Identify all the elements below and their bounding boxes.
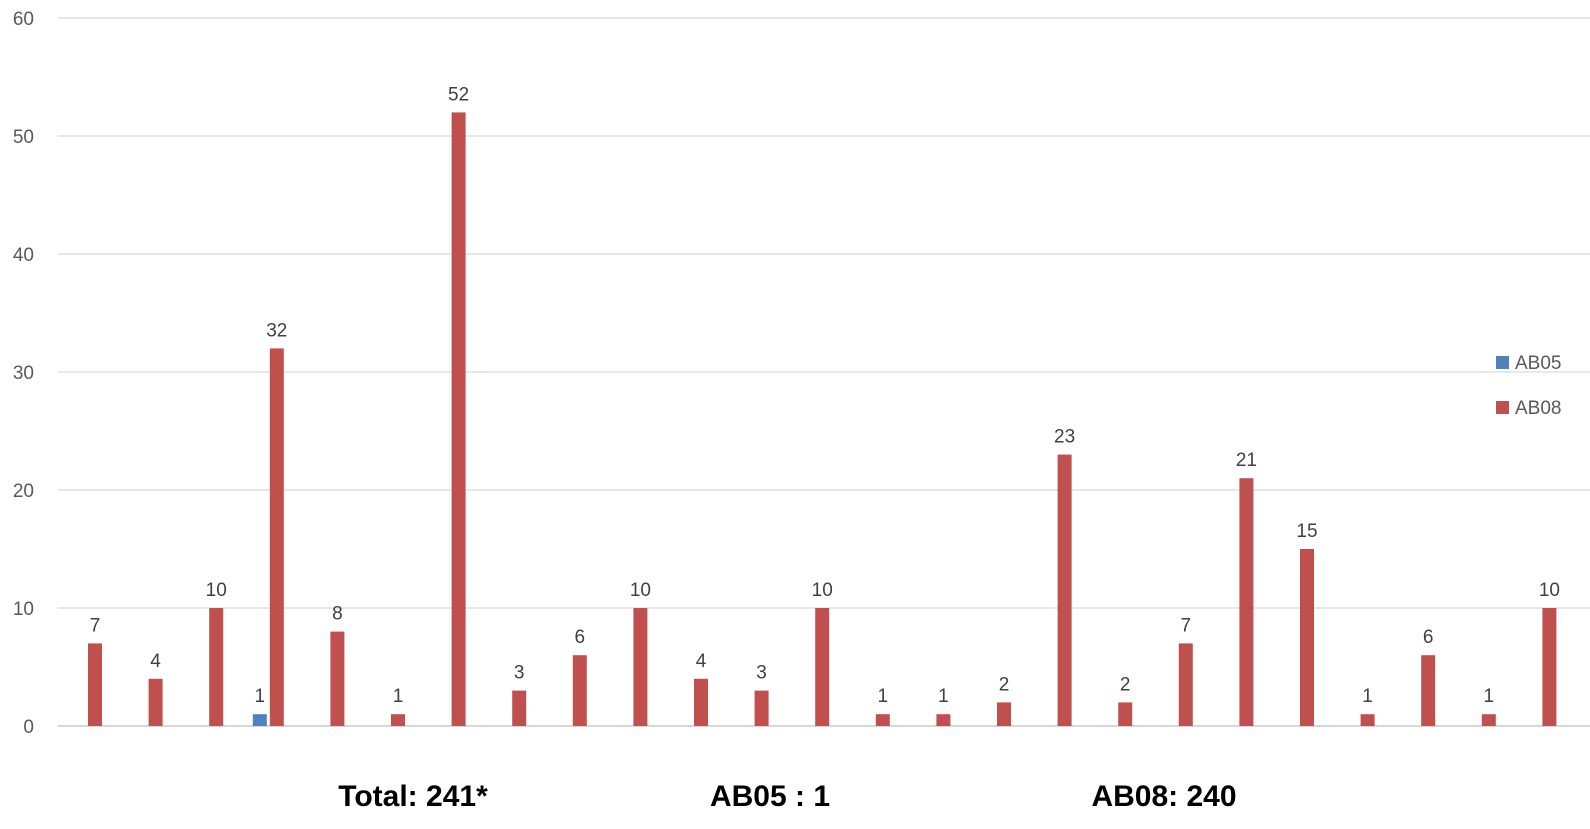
bar-ab08 (451, 112, 466, 726)
y-tick-label: 20 (13, 481, 34, 502)
data-label-ab08: 1 (1484, 686, 1495, 707)
bar-ab08 (1360, 714, 1375, 726)
y-tick-label: 50 (13, 127, 34, 148)
data-label-ab08: 3 (756, 663, 767, 684)
data-label-ab08: 10 (206, 580, 227, 601)
bar-ab08 (391, 714, 405, 726)
bar-ab05 (252, 714, 267, 726)
data-label-ab08: 32 (266, 320, 287, 341)
data-label-ab08: 21 (1236, 450, 1257, 471)
data-label-ab08: 1 (878, 686, 889, 707)
data-label-ab08: 2 (1120, 674, 1131, 695)
y-tick-label: 30 (13, 363, 34, 384)
bar-ab08 (512, 690, 527, 726)
data-label-ab08: 52 (448, 84, 469, 105)
bar-ab08 (936, 714, 951, 726)
bar-ab08 (1300, 549, 1314, 726)
data-label-ab08: 10 (812, 580, 833, 601)
data-label-ab08: 6 (575, 627, 586, 648)
bar-ab08 (1421, 655, 1436, 726)
bar-ab08 (1542, 608, 1557, 726)
data-label-ab08: 7 (90, 615, 101, 636)
data-label-ab08: 15 (1296, 521, 1317, 542)
legend-swatch-ab08 (1496, 401, 1509, 414)
data-label-ab08: 10 (630, 580, 651, 601)
bar-ab08 (1178, 643, 1193, 726)
data-label-ab08: 4 (150, 651, 161, 672)
bar-ab08 (330, 631, 345, 726)
bar-ab08 (875, 714, 890, 726)
summary-total: Total: 241* (338, 780, 488, 813)
data-label-ab08: 1 (393, 686, 404, 707)
y-tick-label: 10 (13, 599, 34, 620)
y-tick-label: 0 (23, 717, 34, 738)
y-tick-label: 40 (13, 245, 34, 266)
y-tick-label: 60 (13, 9, 34, 30)
summary-ab05: AB05 : 1 (709, 780, 831, 813)
data-label-ab08: 7 (1181, 615, 1192, 636)
legend-label-ab05: AB05 (1515, 353, 1561, 374)
bar-ab08 (269, 348, 284, 726)
data-label-ab08: 10 (1539, 580, 1560, 601)
data-label-ab08: 4 (696, 651, 707, 672)
bar-ab08 (694, 678, 708, 726)
data-label-ab08: 1 (938, 686, 949, 707)
bar-ab08 (1118, 702, 1133, 726)
legend-label-ab08: AB08 (1515, 398, 1561, 419)
summary-ab08: AB08: 240 (1091, 780, 1237, 813)
bar-ab08 (1057, 454, 1072, 726)
data-label-ab08: 23 (1054, 427, 1075, 448)
bar-ab08 (88, 643, 102, 726)
bar-ab08 (209, 608, 224, 726)
bar-ab08 (754, 690, 769, 726)
bar-ab08 (572, 655, 587, 726)
bar-ab08 (815, 608, 830, 726)
bar-ab08 (148, 678, 163, 726)
bar-ab08 (997, 702, 1011, 726)
data-label-ab08: 1 (1362, 686, 1373, 707)
data-label-ab08: 8 (332, 604, 343, 625)
bar-ab08 (1481, 714, 1496, 726)
bar-ab08 (633, 608, 648, 726)
data-label-ab08: 6 (1423, 627, 1434, 648)
bar-ab08 (1239, 478, 1254, 726)
data-label-ab05: 1 (255, 686, 266, 707)
legend-swatch-ab05 (1496, 356, 1509, 369)
data-label-ab08: 3 (514, 663, 525, 684)
data-label-ab08: 2 (999, 674, 1010, 695)
